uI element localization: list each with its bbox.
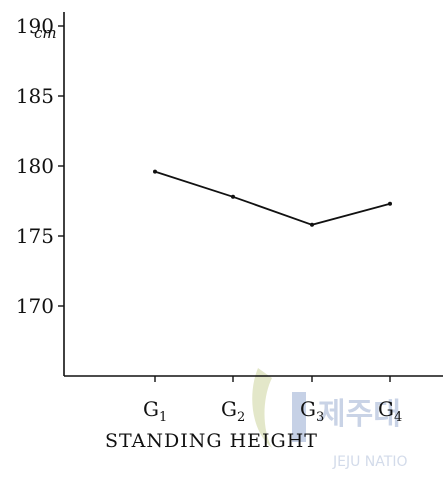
watermark-subtext: JEJU NATIO bbox=[332, 454, 407, 470]
y-tick-label: 180 bbox=[16, 154, 54, 178]
y-tick-label: 175 bbox=[16, 224, 54, 248]
x-tick-label: G2 bbox=[221, 397, 245, 425]
watermark: 제주대 JEJU NATIO bbox=[252, 368, 407, 470]
data-point bbox=[153, 169, 157, 174]
x-tick-label: G4 bbox=[378, 397, 402, 425]
y-tick-label: 185 bbox=[16, 84, 54, 108]
watermark-text: 제주대 bbox=[318, 397, 401, 432]
x-axis-title: STANDING HEIGHT bbox=[105, 430, 318, 452]
y-tick-label: 170 bbox=[16, 294, 54, 318]
data-point bbox=[388, 201, 392, 206]
y-ticks: 170 175 180 185 190 bbox=[16, 14, 64, 318]
x-tick-label: G3 bbox=[300, 397, 324, 425]
data-points bbox=[153, 169, 392, 227]
x-tick-label: G1 bbox=[143, 397, 167, 425]
watermark-emblem bbox=[252, 368, 272, 448]
y-unit-label: cm bbox=[34, 24, 57, 42]
watermark-bar bbox=[292, 392, 306, 442]
data-point bbox=[310, 222, 314, 227]
series-line bbox=[154, 170, 391, 226]
x-ticks bbox=[154, 376, 391, 382]
x-tick-labels: G1 G2 G3 G4 bbox=[143, 397, 402, 425]
data-point bbox=[231, 194, 235, 199]
y-tick-label: 190 bbox=[16, 14, 54, 38]
